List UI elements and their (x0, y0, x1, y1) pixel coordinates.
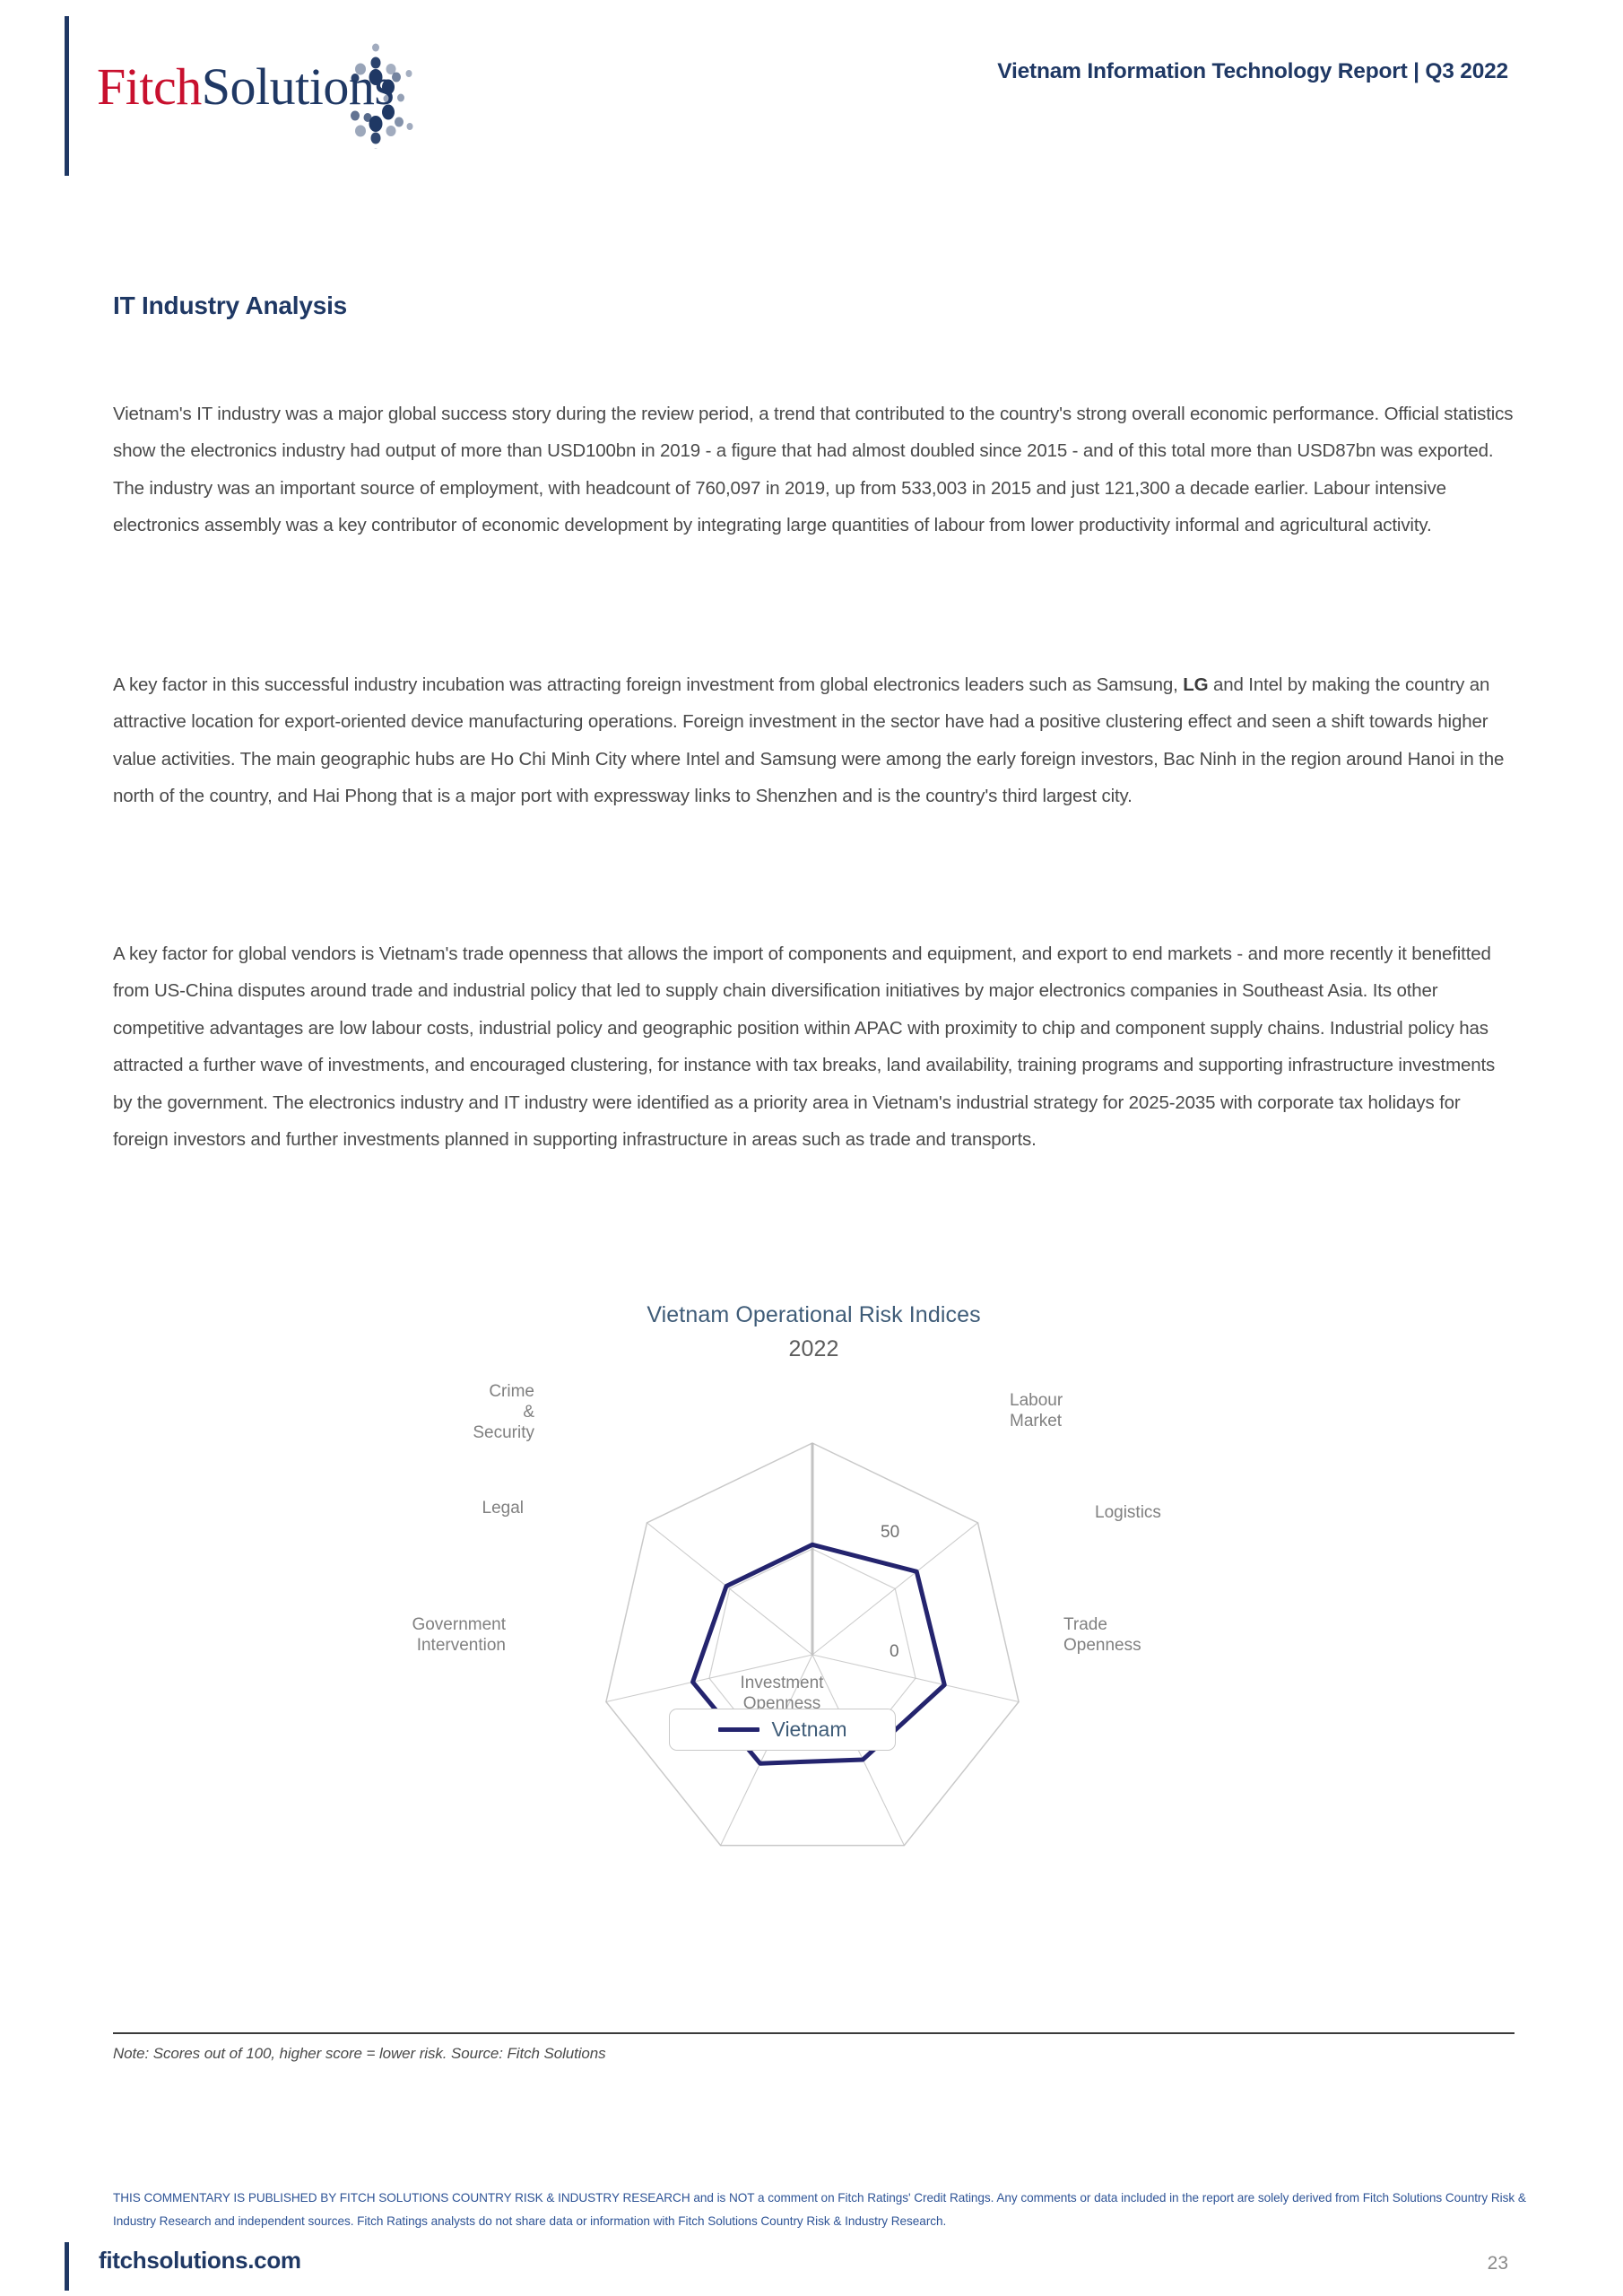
axis-label-crime-security: Crime & Security (473, 1382, 534, 1442)
page-title: IT Industry Analysis (113, 291, 348, 319)
legal-disclaimer: THIS COMMENTARY IS PUBLISHED BY FITCH SO… (113, 2191, 1526, 2228)
fitch-dot-pattern-icon (323, 41, 430, 157)
header-accent-rule (65, 16, 69, 176)
radial-tick-50: 50 (881, 1523, 900, 1542)
paragraph-2-text-a: A key factor in this successful industry… (113, 674, 1184, 695)
logo-text-solutions: Solutions (201, 57, 395, 116)
report-title: Vietnam Information Technology Report | … (997, 59, 1508, 83)
radar-spoke-6 (647, 1522, 813, 1656)
fitch-solutions-logo: FitchSolutions (97, 41, 482, 157)
radial-tick-0: 0 (890, 1642, 899, 1661)
axis-label-labour-market: Labour Market (1010, 1391, 1063, 1431)
radar-spoke-1 (812, 1522, 978, 1656)
axis-label-government-intervention: Government Intervention (412, 1615, 506, 1655)
radar-gridline-100 (605, 1442, 1020, 1847)
page-number: 23 (1487, 2253, 1508, 2274)
note-divider (113, 2032, 1515, 2034)
axis-label-logistics: Logistics (1095, 1503, 1161, 1522)
footer-website-url[interactable]: fitchsolutions.com (99, 2247, 301, 2274)
axis-label-trade-openness: Trade Openness (1063, 1615, 1141, 1655)
footer-accent-rule (65, 2242, 69, 2291)
axis-label-legal: Legal (482, 1499, 525, 1518)
chart-title: Vietnam Operational Risk Indices (647, 1302, 981, 1327)
body-paragraph-1: Vietnam's IT industry was a major global… (113, 403, 1514, 536)
chart-source-note: Note: Scores out of 100, higher score = … (113, 2045, 606, 2062)
chart-legend[interactable]: Vietnam (669, 1709, 896, 1751)
axis-label-investment-openness: Investment Openness (740, 1674, 824, 1713)
legend-line-swatch-vietnam (717, 1727, 759, 1732)
chart-subtitle: 2022 (788, 1336, 839, 1361)
logo-text-fitch: Fitch (97, 57, 202, 116)
body-paragraph-3: A key factor for global vendors is Vietn… (113, 943, 1496, 1151)
radar-spoke-2 (812, 1654, 1020, 1703)
page-header: FitchSolutions (0, 0, 1623, 187)
radar-series-vietnam (690, 1542, 947, 1766)
paragraph-2-bold-lg: LG (1183, 674, 1209, 695)
body-paragraph-2: A key factor in this successful industry… (113, 666, 1515, 815)
radar-spoke-5 (605, 1654, 813, 1703)
legend-label-vietnam: Vietnam (771, 1718, 847, 1741)
paragraph-2-text-b: and Intel by making the country an attra… (113, 674, 1505, 807)
operational-risk-radar-chart: Vietnam Operational Risk Indices 2022 Cr… (113, 1292, 1515, 2000)
